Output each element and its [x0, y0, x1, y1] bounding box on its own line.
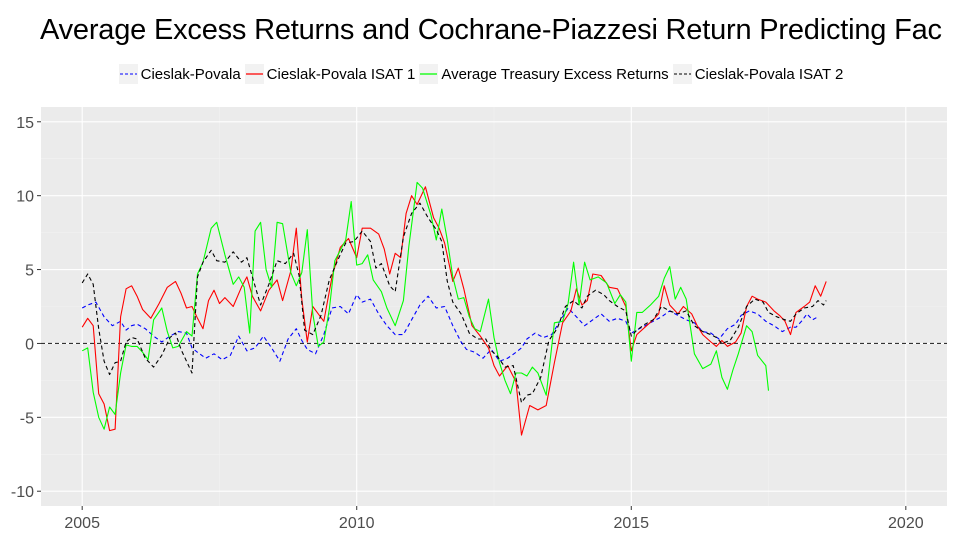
y-tick-label: -5 [20, 410, 34, 427]
legend-key-red-solid [244, 64, 264, 84]
y-tick-label: 5 [25, 263, 34, 280]
series-line-cieslak-povala-isat-2 [81, 202, 827, 404]
y-tick-label: 0 [25, 336, 34, 353]
legend: Cieslak-Povala Cieslak-Povala ISAT 1 Ave… [0, 64, 966, 84]
series-line-average-treasury-excess-returns [81, 181, 770, 430]
x-tick-label: 2020 [888, 515, 924, 532]
x-tick-label: 2010 [339, 515, 375, 532]
legend-key-blue-dashed [118, 64, 138, 84]
y-tick-label: -10 [11, 484, 34, 501]
legend-label: Cieslak-Povala [140, 65, 241, 83]
chart-title: Average Excess Returns and Cochrane-Piaz… [40, 14, 942, 46]
x-axis: 2005 2010 2015 2020 [64, 506, 924, 532]
x-tick-label: 2005 [64, 515, 100, 532]
legend-item-cieslak-povala-isat-2: Cieslak-Povala ISAT 2 [672, 64, 844, 84]
series-line-cieslak-povala [81, 294, 819, 362]
x-tick-label: 2015 [613, 515, 649, 532]
series-line-cieslak-povala-isat-1 [81, 186, 827, 436]
legend-key-green-solid [419, 64, 439, 84]
series-layer [81, 181, 827, 436]
y-tick-label: 15 [16, 115, 34, 132]
legend-key-black-dashed [672, 64, 692, 84]
legend-label: Cieslak-Povala ISAT 2 [694, 65, 844, 83]
legend-label: Average Treasury Excess Returns [441, 65, 669, 83]
y-axis: -10 -5 0 5 10 15 [11, 115, 41, 501]
y-tick-label: 10 [16, 189, 34, 206]
legend-item-average-treasury-excess-returns: Average Treasury Excess Returns [419, 64, 669, 84]
legend-item-cieslak-povala-isat-1: Cieslak-Povala ISAT 1 [244, 64, 416, 84]
legend-item-cieslak-povala: Cieslak-Povala [118, 64, 241, 84]
legend-label: Cieslak-Povala ISAT 1 [266, 65, 416, 83]
